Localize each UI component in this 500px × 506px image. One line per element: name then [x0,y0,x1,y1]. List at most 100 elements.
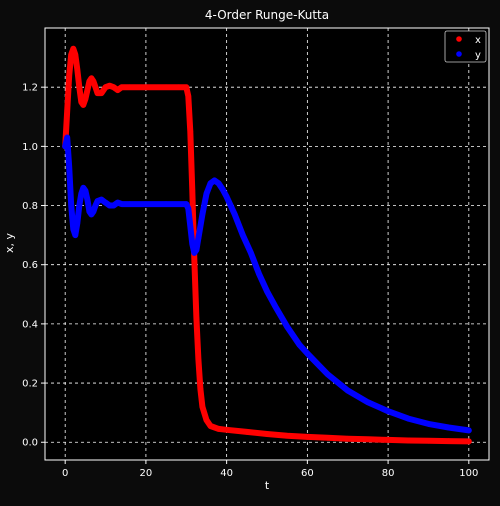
data-point-y [62,143,68,150]
y-tick-label: 0.4 [22,319,38,330]
y-tick-label: 1.2 [22,83,38,94]
data-point-x [72,51,79,58]
data-point-x [193,315,200,321]
data-point-y [272,303,278,309]
data-point-x [207,423,214,429]
data-point-y [231,211,238,218]
data-point-x [114,87,121,93]
data-point-x [344,435,351,442]
data-point-x [66,72,72,79]
ticks: 0 20 40 60 80 100 0.0 0.2 0.4 0.6 0.8 1.0 1.2 [22,83,478,479]
data-point-x [163,84,169,90]
data-point-y [207,180,214,187]
data-point-x [304,434,311,440]
legend-marker-x [456,36,462,42]
data-point-x [80,102,87,108]
x-tick-label: 60 [301,468,314,479]
data-point-y [72,232,79,238]
data-point-x [98,90,105,96]
x-tick-label: 40 [220,468,233,479]
data-point-y [187,223,194,229]
data-point-y [425,421,432,427]
legend-marker-y [456,51,462,57]
data-point-x [110,84,117,90]
data-point-y [211,177,218,184]
data-point-y [127,201,133,207]
data-point-y [66,164,72,170]
series-y [62,134,472,434]
data-point-y [163,201,169,207]
data-point-y [215,180,222,187]
data-point-y [78,190,85,197]
data-point-y [203,190,210,197]
data-point-x [175,84,181,90]
data-point-y [118,201,125,207]
data-point-y [189,241,196,247]
data-point-y [199,211,206,218]
data-point-y [304,350,311,357]
y-tick-label: 0.6 [22,260,38,271]
data-point-x [94,90,101,96]
data-point-x [215,426,222,432]
data-point-y [385,408,391,415]
data-point-x [118,84,125,90]
data-point-x [84,87,91,93]
data-point-y [219,186,226,193]
data-point-y [106,202,113,209]
data-point-y [248,250,254,256]
data-point-y [284,324,291,330]
series-x [62,45,472,445]
data-point-y [183,201,190,207]
data-point-y [70,226,77,232]
data-point-x [143,84,149,90]
data-point-y [76,202,83,209]
legend-label-x: x [475,35,481,46]
data-point-y [223,193,230,200]
data-point-x [76,84,83,90]
data-point-y [90,208,97,215]
data-point-y [256,270,262,277]
legend-label-y: y [475,50,481,61]
data-point-y [68,202,74,209]
data-point-x [445,438,452,444]
x-axis-label: t [265,479,270,492]
data-point-y [296,341,303,348]
x-tick-label: 80 [382,468,395,479]
data-point-x [203,417,210,423]
data-point-x [324,435,331,441]
data-point-x [127,84,133,90]
x-tick-label: 0 [62,468,68,479]
data-point-y [195,235,202,241]
data-point-x [90,78,97,85]
data-point-x [195,356,202,363]
y-tick-label: 0.8 [22,201,38,212]
data-point-y [64,134,70,141]
data-point-x [264,431,270,437]
data-point-y [365,399,371,406]
legend-box [444,30,487,63]
data-point-y [98,196,105,203]
y-axis-label: x, y [3,233,16,254]
data-point-y [74,220,81,227]
x-tick-label: 100 [459,468,478,479]
data-point-y [92,202,99,209]
data-point-x [223,427,230,433]
data-point-y [240,232,246,238]
data-point-x [185,93,192,99]
data-point-y [143,201,149,207]
data-point-y [185,205,192,212]
data-point-y [405,415,412,422]
data-point-x [284,432,291,439]
data-point-x [199,403,206,410]
data-point-y [193,247,200,253]
data-point-x [466,438,472,445]
plot-area [62,45,472,445]
data-point-y [344,387,351,394]
data-point-y [264,288,270,295]
axes-frame [44,27,490,461]
data-point-x [70,45,77,52]
data-point-y [102,199,109,206]
data-point-x [425,438,432,444]
